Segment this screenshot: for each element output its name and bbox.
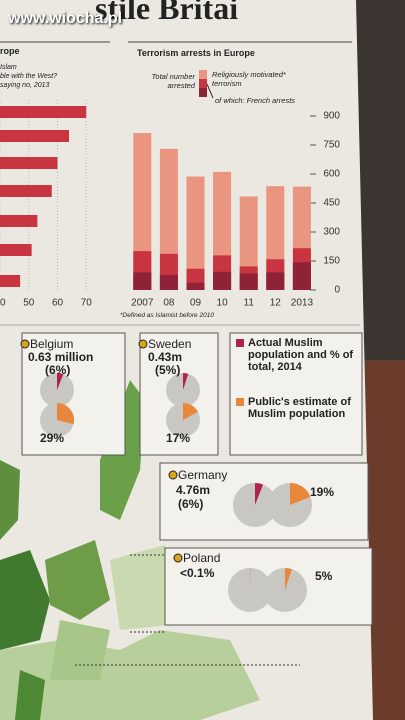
share-label: (6%)	[178, 497, 204, 511]
map-region	[45, 540, 110, 620]
country-name: Poland	[183, 551, 221, 565]
estimate-label: 5%	[315, 569, 333, 583]
subtitle: Islam	[0, 64, 17, 71]
bar	[0, 106, 87, 118]
country-name: Sweden	[148, 337, 192, 351]
share-label: (5%)	[155, 363, 181, 377]
flag	[173, 553, 183, 563]
bar	[213, 271, 232, 290]
country-name: Belgium	[30, 337, 74, 351]
bar	[266, 272, 285, 290]
legend-swatch	[236, 339, 244, 347]
legend-swatch	[199, 79, 207, 88]
bar	[0, 130, 69, 142]
population: 0.43m	[148, 350, 183, 364]
pie-wedge	[183, 403, 198, 420]
x-tick-label: 50	[23, 298, 35, 309]
x-tick-label: 40	[0, 298, 6, 309]
legend-swatch	[199, 88, 207, 97]
map-region	[0, 460, 20, 540]
bar	[159, 274, 178, 290]
subtitle: ble with the West?	[0, 73, 58, 80]
legend-label: Religiously motivated* terrorism	[212, 70, 286, 88]
pie-wedge	[285, 568, 292, 590]
flag	[138, 339, 148, 349]
y-tick-label: 150	[323, 256, 340, 267]
legend-swatch	[236, 398, 244, 406]
bar	[0, 157, 58, 169]
pie-wedge	[57, 373, 64, 390]
x-tick-label: 60	[52, 298, 64, 309]
legend-label: of which: French arrests	[215, 96, 296, 105]
x-tick-label: 2013	[291, 298, 314, 309]
x-tick-label: 2007	[131, 298, 154, 309]
pie-wedge	[57, 403, 74, 425]
leader-line	[206, 83, 214, 99]
bar	[0, 185, 52, 197]
background	[355, 0, 405, 360]
legend-box	[229, 332, 363, 456]
x-tick-label: 12	[270, 298, 282, 309]
y-tick-label: 750	[323, 140, 340, 151]
x-tick-label: 09	[190, 298, 202, 309]
map-region	[50, 620, 110, 680]
legend-swatch	[199, 70, 207, 79]
legend-label: Actual Muslim population and % of total,…	[248, 337, 354, 373]
x-tick-label: 10	[217, 298, 229, 309]
y-tick-label: 0	[334, 285, 340, 296]
estimate-label: 17%	[166, 431, 191, 445]
y-tick-label: 450	[323, 198, 340, 209]
pie-wedge	[255, 483, 264, 505]
population: 0.63 million	[28, 350, 94, 364]
chart-title: Terrorism arrests in Europe	[137, 48, 255, 58]
estimate-label: 19%	[310, 485, 335, 499]
bar	[239, 273, 258, 290]
share-label: (6%)	[45, 363, 71, 377]
x-tick-label: 11	[244, 298, 255, 309]
map-region	[110, 545, 170, 630]
watermark: www.wiocha.pl	[8, 10, 123, 27]
pie-wedge	[290, 483, 311, 505]
bar	[186, 176, 205, 290]
y-tick-label: 600	[323, 169, 340, 180]
headline: stile Britai	[95, 0, 239, 26]
x-tick-label: 08	[163, 298, 175, 309]
bar	[292, 262, 311, 290]
estimate-label: 29%	[40, 431, 65, 445]
share-label: <0.1%	[180, 566, 215, 580]
x-tick-label: 70	[81, 298, 93, 309]
chart-title: rope	[0, 46, 20, 56]
bar	[0, 275, 21, 287]
y-tick-label: 300	[323, 227, 340, 238]
country-name: Germany	[178, 468, 228, 482]
footnote: *Defined as Islamist before 2010	[120, 312, 214, 319]
legend-label: Total number arrested	[151, 72, 196, 90]
flag	[168, 470, 178, 480]
subtitle: saying no, 2013	[0, 82, 50, 89]
bar	[0, 215, 38, 227]
bar	[133, 272, 152, 290]
y-tick-label: 900	[323, 111, 340, 122]
population: 4.76m	[176, 483, 211, 497]
bar	[0, 244, 32, 256]
bar	[186, 282, 205, 290]
map-region	[0, 550, 50, 650]
bar	[133, 133, 152, 290]
map-region	[15, 670, 45, 720]
legend-label: Public's estimate of Muslim population	[248, 396, 351, 420]
flag	[20, 339, 30, 349]
pie-wedge	[183, 373, 189, 390]
